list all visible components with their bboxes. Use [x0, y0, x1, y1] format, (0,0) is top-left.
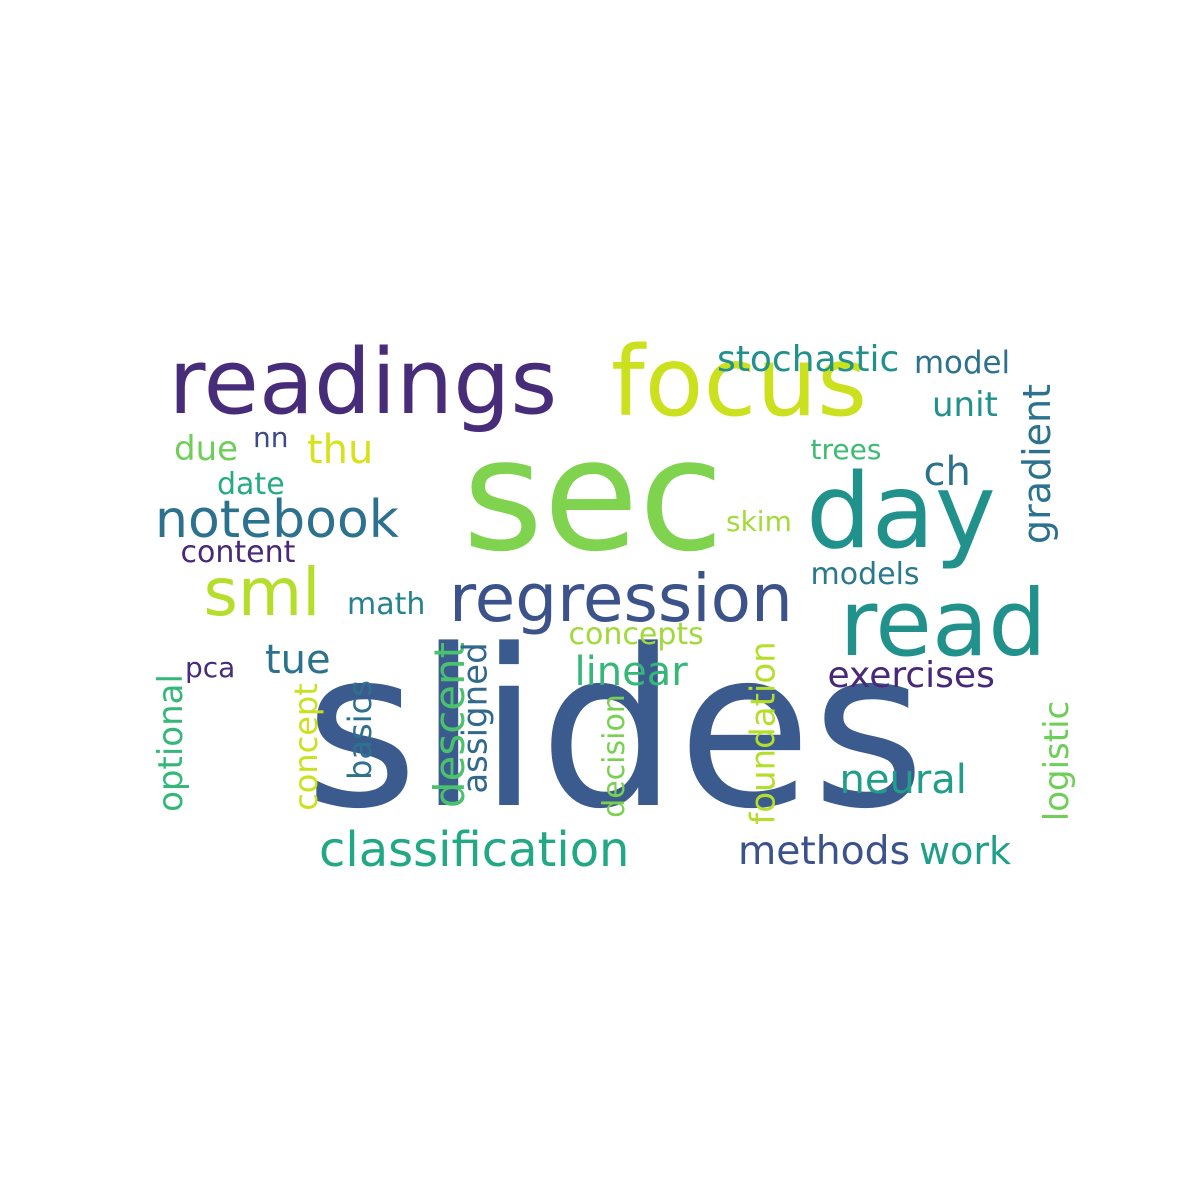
word-tue: tue [265, 637, 331, 683]
word-sml: sml [203, 554, 321, 631]
word-read: read [839, 570, 1047, 677]
word-decision: decision [596, 694, 632, 818]
word-neural: neural [839, 757, 967, 803]
word-models: models [810, 557, 920, 592]
word-sec: sec [462, 405, 724, 586]
word-nn: nn [253, 421, 289, 454]
word-stochastic: stochastic [717, 339, 900, 380]
word-concepts: concepts [568, 617, 704, 652]
word-basics: basics [340, 680, 379, 780]
word-logistic: logistic [1037, 700, 1078, 822]
word-work: work [919, 829, 1011, 873]
word-assigned: assigned [455, 642, 496, 794]
word-slides: slides [304, 604, 926, 857]
word-classification: classification [319, 822, 630, 878]
word-foundation: foundation [743, 641, 784, 825]
word-linear: linear [574, 649, 688, 695]
word-regression: regression [449, 560, 793, 637]
word-ch: ch [923, 449, 971, 495]
word-readings: readings [168, 330, 558, 435]
word-optional: optional [150, 674, 191, 812]
word-thu: thu [307, 427, 374, 473]
word-gradient: gradient [1015, 383, 1060, 545]
word-notebook: notebook [155, 490, 399, 550]
word-exercises: exercises [827, 655, 995, 696]
word-date: date [217, 467, 285, 502]
word-skim: skim [726, 505, 792, 538]
word-math: math [347, 587, 426, 622]
word-concept: concept [286, 683, 325, 811]
word-focus: focus [611, 326, 868, 438]
word-methods: methods [738, 828, 911, 874]
word-content: content [180, 535, 296, 570]
word-model: model [914, 344, 1011, 381]
word-unit: unit [932, 385, 998, 425]
word-day: day [806, 451, 996, 572]
word-pca: pca [185, 651, 236, 684]
word-trees: trees [810, 433, 882, 466]
word-due: due [174, 429, 239, 469]
